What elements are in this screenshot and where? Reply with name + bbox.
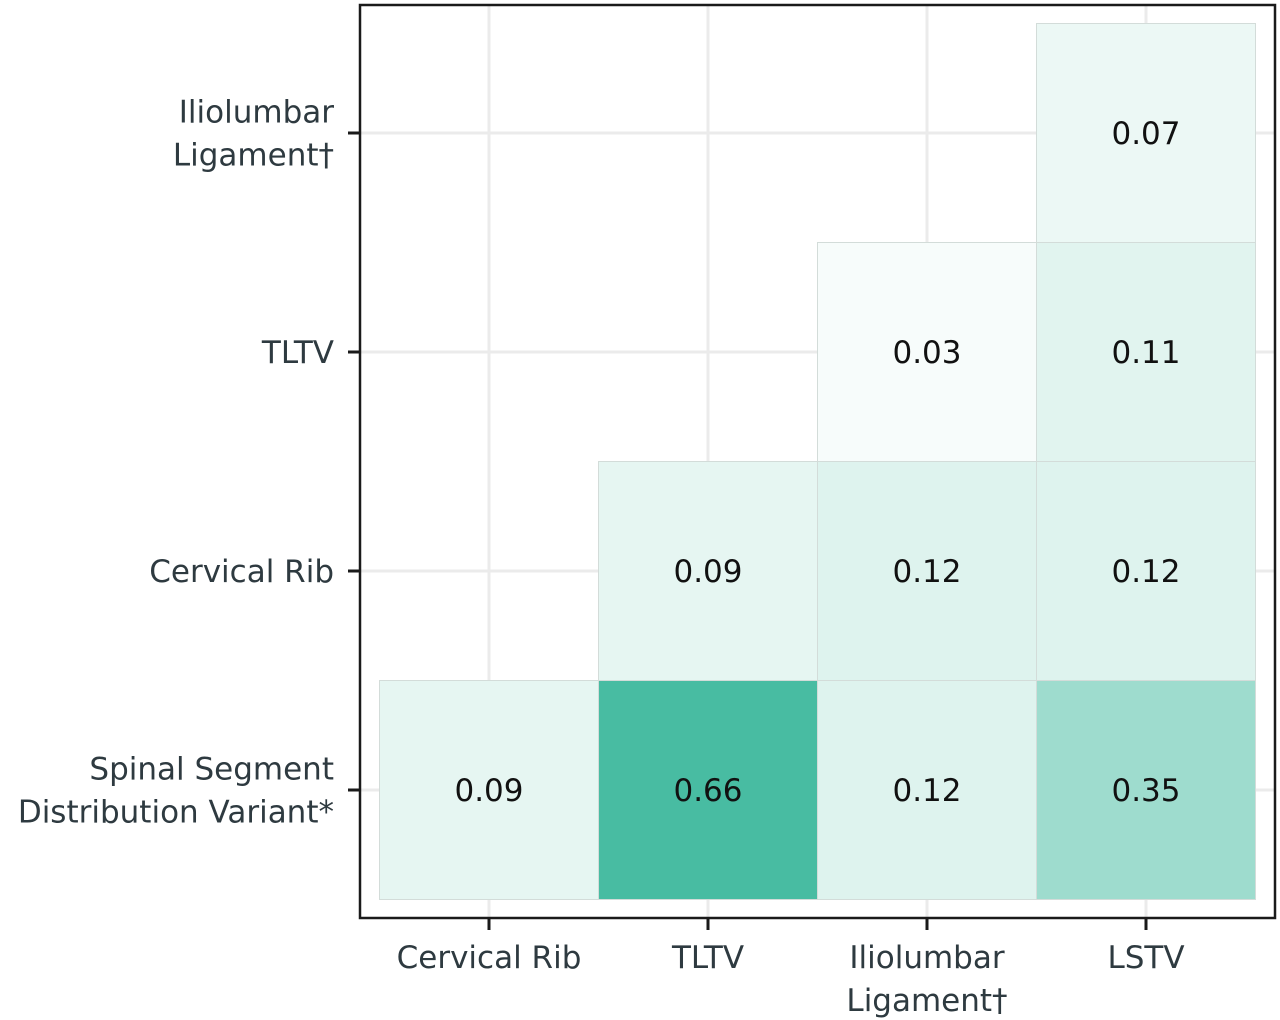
cell-tile bbox=[1036, 680, 1256, 900]
cell-tile bbox=[379, 680, 599, 900]
cell-value-label: 0.66 bbox=[673, 773, 742, 809]
cell-value-label: 0.03 bbox=[892, 335, 961, 371]
cell-value-label: 0.12 bbox=[892, 773, 961, 809]
cell-value-label: 0.35 bbox=[1111, 773, 1180, 809]
heatmap-cell-cervical-rib-spinal-segment-distribution-variant: 0.09 bbox=[379, 680, 599, 900]
heatmap-cell-iliolumbar-ligament-cervical-rib: 0.12 bbox=[817, 461, 1037, 681]
x-tick-label-lstv: LSTV bbox=[1107, 940, 1184, 976]
cell-value-label: 0.12 bbox=[1111, 554, 1180, 590]
y-tick-label-tltv: TLTV bbox=[261, 335, 334, 371]
heatmap-cell-lstv-spinal-segment-distribution-variant: 0.35 bbox=[1036, 680, 1256, 900]
x-axis: Cervical Rib TLTV Iliolumbar Ligament† LSTV bbox=[397, 918, 1185, 1019]
heatmap-cell-lstv-tltv: 0.11 bbox=[1036, 242, 1256, 462]
heatmap-cell-lstv-iliolumbar-ligament: 0.07 bbox=[1036, 23, 1256, 243]
cell-tile bbox=[1036, 23, 1256, 243]
cell-value-label: 0.09 bbox=[454, 773, 523, 809]
cell-tile bbox=[1036, 242, 1256, 462]
cell-value-label: 0.07 bbox=[1111, 116, 1180, 152]
heatmap-cell-iliolumbar-ligament-spinal-segment-distribution-variant: 0.12 bbox=[817, 680, 1037, 900]
heatmap-cell-lstv-cervical-rib: 0.12 bbox=[1036, 461, 1256, 681]
cell-value-label: 0.12 bbox=[892, 554, 961, 590]
y-axis: Spinal Segment Distribution Variant* Cervi… bbox=[18, 95, 360, 831]
x-tick-label-cervical-rib: Cervical Rib bbox=[397, 940, 582, 976]
cell-tile bbox=[598, 680, 818, 900]
x-tick-label-tltv: TLTV bbox=[671, 940, 744, 976]
y-tick-label-cervical-rib: Cervical Rib bbox=[149, 554, 334, 590]
cell-value-label: 0.09 bbox=[673, 554, 742, 590]
cell-value-label: 0.11 bbox=[1111, 335, 1180, 371]
heatmap-cells: 0.09 0.66 0.12 0.35 0.09 0.12 0.12 0.03 0.11 0.07 bbox=[379, 23, 1256, 900]
y-tick-label-spinal-segment-distribution-variant: Spinal Segment Distribution Variant* bbox=[18, 752, 334, 831]
x-tick-label-iliolumbar-ligament: Iliolumbar Ligament† bbox=[846, 940, 1007, 1019]
y-tick-label-iliolumbar-ligament: Iliolumbar Ligament† bbox=[173, 95, 334, 174]
heatmap-cell-tltv-spinal-segment-distribution-variant: 0.66 bbox=[598, 680, 818, 900]
cell-tile bbox=[817, 461, 1037, 681]
panel-border bbox=[358, 3, 1277, 920]
cell-tile bbox=[817, 242, 1037, 462]
heatmap-cell-tltv-cervical-rib: 0.09 bbox=[598, 461, 818, 681]
heatmap-cell-iliolumbar-ligament-tltv: 0.03 bbox=[817, 242, 1037, 462]
cell-tile bbox=[817, 680, 1037, 900]
